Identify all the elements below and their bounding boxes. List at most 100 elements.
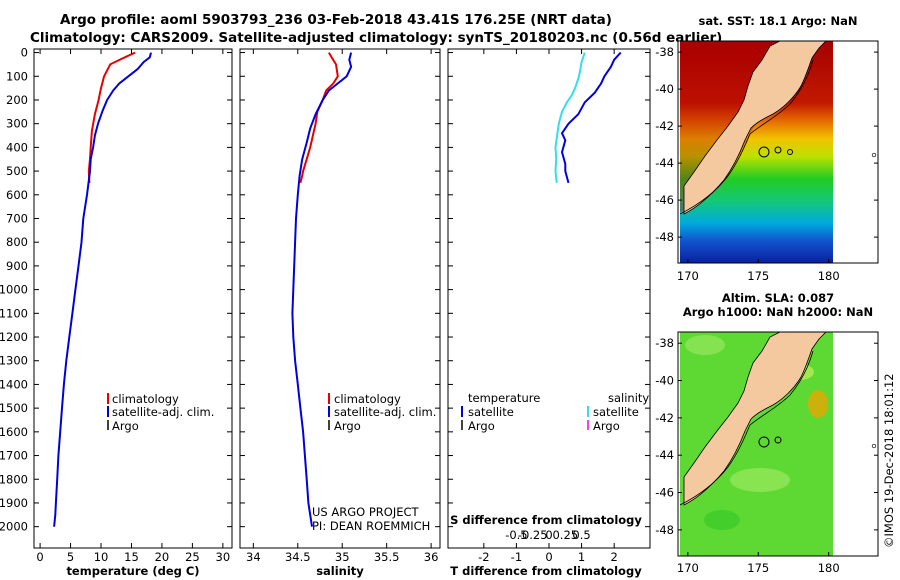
map-axes: 170 175 180 -38 -40 -42 -44 -46 -48 170 175 180 -38 -… <box>655 45 878 575</box>
temperature-panel-frame <box>33 48 233 549</box>
depth-tick-label: 100 <box>6 69 28 83</box>
legend-label-satellite: satellite-adj. clim. <box>334 405 436 419</box>
salinity-x-tick-label: 36 <box>424 550 439 564</box>
sla-map-frame <box>677 331 879 557</box>
legend-label-t-satellite: satellite <box>468 405 514 419</box>
depth-tick-label: 1800 <box>0 472 28 486</box>
map-lat-tick-label: -42 <box>655 411 674 425</box>
legend-label-t-argo: Argo <box>468 419 495 433</box>
series-satellite-adj-clim- <box>53 52 152 527</box>
title-line-1: Argo profile: aoml 5903793_236 03-Feb-20… <box>60 12 612 28</box>
chatham-contour <box>774 436 782 444</box>
t-diff-x-tick-label: 2 <box>610 550 617 564</box>
difference-plot <box>554 51 622 184</box>
sla-anomaly <box>704 510 740 530</box>
sst-map-title: sat. SST: 18.1 Argo: NaN <box>698 14 857 28</box>
map-lon-tick-label: 175 <box>747 269 769 283</box>
depth-tick-label: 1200 <box>0 330 28 344</box>
series-climatology <box>299 52 339 184</box>
island-marker <box>871 152 877 158</box>
depth-tick-label: 1400 <box>0 377 28 391</box>
depth-tick-label: 1700 <box>0 449 28 463</box>
depth-tick-label: 1000 <box>0 283 28 297</box>
t-diff-x-tick-label: 0 <box>545 550 552 564</box>
map-lon-tick-label: 175 <box>747 561 769 575</box>
depth-tick-label: 700 <box>6 211 28 225</box>
map-lat-tick-label: -42 <box>655 119 674 133</box>
sla-high-anomaly <box>808 390 828 418</box>
temperature-x-tick-label: 0 <box>36 550 43 564</box>
map-lat-tick-label: -48 <box>655 523 674 537</box>
legend-label-satellite: satellite-adj. clim. <box>112 405 214 419</box>
sst-map <box>678 41 878 263</box>
new-zealand-land <box>683 41 827 215</box>
salinity-xlabel: salinity <box>316 564 364 578</box>
depth-tick-label: 400 <box>6 140 28 154</box>
depth-tick-label: 1500 <box>0 401 28 415</box>
depth-tick-label: 1300 <box>0 354 28 368</box>
depth-tick-label: 300 <box>6 117 28 131</box>
depth-axis: 0 100 200 300 400 500 600 700 800 900 1000 1100 1200… <box>0 46 650 534</box>
temperature-xlabel: temperature (deg C) <box>66 564 199 578</box>
legend-header-salinity: salinity <box>608 391 649 405</box>
legend-label-s-satellite: satellite <box>593 405 639 419</box>
legend-label-s-argo: Argo <box>593 419 620 433</box>
depth-tick-label: 2000 <box>0 520 28 534</box>
depth-tick-label: 1600 <box>0 425 28 439</box>
chatham-contour <box>758 436 770 448</box>
map-lat-tick-label: -44 <box>655 448 674 462</box>
s-difference-xlabel: S difference from climatology <box>450 513 642 527</box>
map-lat-tick-label: -38 <box>655 45 674 59</box>
series-s-satellite <box>554 52 586 184</box>
map-lat-tick-label: -40 <box>655 82 674 96</box>
map-lon-tick-label: 180 <box>818 561 840 575</box>
legend-label-argo: Argo <box>112 419 139 433</box>
depth-tick-label: 800 <box>6 235 28 249</box>
title-line-2: Climatology: CARS2009. Satellite-adjuste… <box>30 30 722 46</box>
s-diff-x-tick-label: 0.25 <box>552 528 578 542</box>
map-lat-tick-label: -46 <box>655 193 674 207</box>
new-zealand-land <box>683 332 827 506</box>
s-diff-x-tick-label: 0 <box>545 528 552 542</box>
depth-tick-label: 600 <box>6 188 28 202</box>
temperature-x-tick-label: 20 <box>155 550 170 564</box>
map-lat-tick-label: -48 <box>655 230 674 244</box>
t-diff-x-tick-label: -2 <box>478 550 489 564</box>
temperature-x-tick-label: 15 <box>124 550 139 564</box>
depth-tick-label: 200 <box>6 93 28 107</box>
temperature-x-tick-label: 10 <box>94 550 109 564</box>
salinity-plot <box>291 52 353 527</box>
map-lat-tick-label: -38 <box>655 336 674 350</box>
x-axes: 0 5 10 15 20 25 30 34 34.5 35 35.5 36 -2 -1 0 1 2 -0.5-0.… <box>36 49 618 564</box>
map-lon-tick-label: 170 <box>677 269 699 283</box>
sla-map-title-1: Altim. SLA: 0.087 <box>722 291 834 305</box>
pi-credit: PI: DEAN ROEMMICH <box>312 519 430 533</box>
isobath-contour <box>679 350 814 506</box>
difference-panel-frame <box>447 48 651 549</box>
series-satellite-adj-clim- <box>291 52 353 527</box>
sla-anomaly <box>685 335 725 355</box>
salinity-x-tick-label: 35 <box>335 550 350 564</box>
temperature-plot <box>53 51 152 527</box>
sst-map-frame <box>677 40 879 264</box>
series-t-satellite <box>561 51 622 184</box>
salinity-x-tick-label: 34.5 <box>285 550 311 564</box>
sla-anomaly <box>730 468 790 492</box>
temperature-x-tick-label: 30 <box>216 550 231 564</box>
legend-header-temperature: temperature <box>468 391 540 405</box>
temperature-x-tick-label: 5 <box>67 550 74 564</box>
chatham-contour <box>787 149 793 155</box>
difference-legend: temperature satellite Argo salinity sate… <box>461 391 649 433</box>
map-lat-tick-label: -40 <box>655 374 674 388</box>
series-climatology <box>87 51 136 183</box>
depth-tick-label: 1900 <box>0 496 28 510</box>
imos-timestamp: ©IMOS 19-Dec-2018 18:01:12 <box>882 373 896 548</box>
s-diff-x-tick-label: 0.5 <box>572 528 590 542</box>
sla-map <box>678 332 878 556</box>
isobath-contour <box>679 59 814 215</box>
s-diff-x-tick-label: -0.25 <box>518 528 548 542</box>
legend-label-argo: Argo <box>334 419 361 433</box>
map-lat-tick-label: -44 <box>655 156 674 170</box>
island-marker <box>871 443 877 449</box>
